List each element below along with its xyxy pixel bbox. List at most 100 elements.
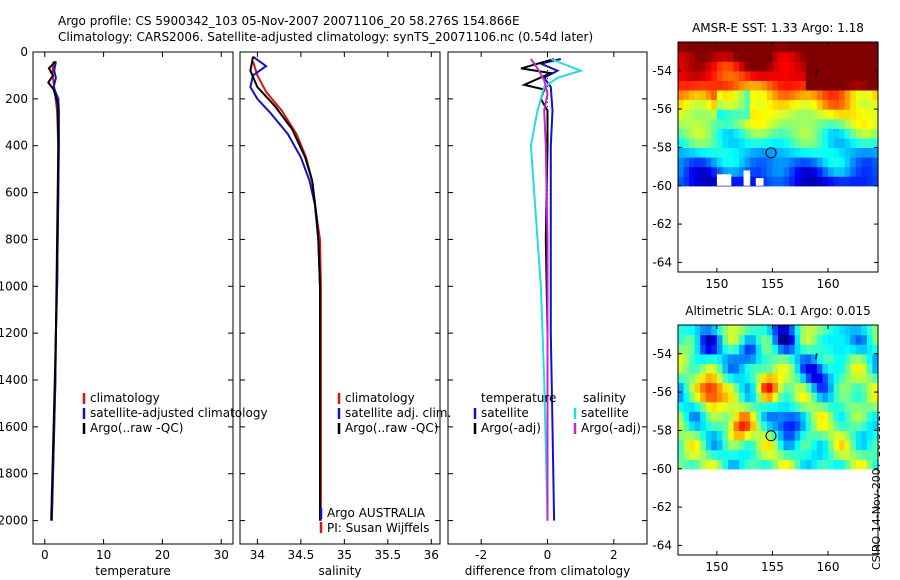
sst-map-cell bbox=[716, 157, 724, 168]
sla-map-cell bbox=[744, 382, 751, 393]
sst-map-cell bbox=[705, 137, 712, 148]
sla-map-cell bbox=[728, 334, 735, 345]
sst-map-cell bbox=[789, 51, 796, 62]
sla-map-cell bbox=[733, 372, 740, 384]
sla-map-cell bbox=[733, 449, 740, 460]
sla-map-cell bbox=[722, 392, 729, 403]
sst-map-cell bbox=[850, 99, 857, 110]
sst-map-cell bbox=[794, 176, 801, 187]
sla-map-cell bbox=[739, 401, 746, 412]
sla-map-cell bbox=[711, 401, 718, 412]
sla-map-cell bbox=[755, 440, 762, 451]
sst-map-cell bbox=[783, 109, 790, 120]
no-data-notch bbox=[743, 170, 751, 186]
sst-map-cell bbox=[855, 147, 862, 158]
sla-map-cell bbox=[800, 325, 807, 336]
sst-map-cell bbox=[761, 176, 768, 187]
sst-map-cell bbox=[716, 80, 724, 91]
sst-map-cell bbox=[778, 176, 785, 187]
sst-map-cell bbox=[739, 99, 746, 110]
sst-map-cell bbox=[789, 157, 796, 168]
sst-map-cell bbox=[861, 51, 868, 62]
sst-map-cell bbox=[689, 166, 696, 177]
sla-map-cell bbox=[855, 382, 862, 393]
sla-map-cell bbox=[761, 344, 768, 355]
sst-map-cell bbox=[716, 99, 724, 110]
sla-map-cell bbox=[839, 372, 846, 384]
sst-map-cell bbox=[711, 89, 718, 101]
sla-map-cell bbox=[872, 440, 879, 451]
sla-map-cell bbox=[772, 392, 779, 403]
sst-map-cell bbox=[711, 157, 718, 168]
sla-map-cell bbox=[683, 382, 690, 393]
sla-map-cell bbox=[694, 411, 701, 422]
sla-map-cell bbox=[750, 411, 757, 422]
sst-map-cell bbox=[716, 89, 724, 101]
sla-map-cell bbox=[728, 430, 735, 441]
sst-map-cell bbox=[683, 166, 690, 177]
sla-map-cell bbox=[839, 334, 846, 345]
sla-map-cell bbox=[722, 353, 729, 364]
sla-map-cell bbox=[811, 420, 818, 431]
sla-map-xtick-label: 160 bbox=[817, 560, 840, 574]
salinity-legend-label: Argo(..raw -QC) bbox=[345, 421, 438, 435]
sla-map-cell bbox=[822, 420, 829, 431]
sla-map-cell bbox=[700, 325, 707, 336]
sla-map-cell bbox=[833, 449, 840, 460]
sla-map-cell bbox=[750, 325, 757, 336]
sla-map-cell bbox=[728, 363, 735, 374]
salinity-xtick-label: 35 bbox=[337, 548, 352, 562]
sst-map-cell bbox=[833, 118, 840, 129]
sla-map-cell bbox=[683, 334, 690, 345]
sla-map-cell bbox=[761, 334, 768, 345]
sst-map-cell bbox=[822, 109, 829, 120]
sla-map-cell bbox=[833, 344, 840, 355]
sst-map-cell bbox=[755, 70, 762, 81]
sst-map-cell bbox=[744, 42, 751, 53]
sst-map-cell bbox=[850, 51, 857, 62]
sst-map-cell bbox=[844, 51, 851, 62]
sst-map-cell bbox=[861, 80, 868, 91]
sst-map-cell bbox=[828, 157, 835, 168]
sla-map-cell bbox=[766, 401, 774, 412]
sst-map-cell bbox=[689, 137, 696, 148]
sla-map-cell bbox=[861, 382, 868, 393]
sla-map-cell bbox=[761, 420, 768, 431]
sst-map-cell bbox=[711, 166, 718, 177]
sla-map-cell bbox=[722, 411, 729, 422]
sla-map-cell bbox=[828, 392, 835, 403]
sst-map-cell bbox=[766, 89, 774, 101]
sla-map-cell bbox=[778, 401, 785, 412]
sst-map-cell bbox=[800, 99, 807, 110]
sla-map-cell bbox=[778, 372, 785, 384]
sla-map-cell bbox=[683, 372, 690, 384]
sla-map-heatmap-cells bbox=[678, 325, 879, 470]
sla-map-cell bbox=[744, 449, 751, 460]
sst-map-cell bbox=[772, 118, 779, 129]
sla-map-cell bbox=[850, 353, 857, 364]
sla-map-cell bbox=[722, 334, 729, 345]
sla-map-cell bbox=[844, 420, 851, 431]
sst-map-cell bbox=[833, 80, 840, 91]
sla-map-cell bbox=[789, 392, 796, 403]
sst-map-cell bbox=[750, 128, 757, 139]
sst-map-cell bbox=[833, 137, 840, 148]
sst-map-ytick-label: -62 bbox=[652, 217, 672, 231]
sst-map-cell bbox=[766, 109, 774, 120]
sla-map-cell bbox=[705, 430, 712, 441]
sla-map-cell bbox=[678, 325, 685, 336]
sst-map-cell bbox=[828, 89, 835, 101]
sla-map-cell bbox=[811, 382, 818, 393]
sla-map-cell bbox=[716, 325, 724, 336]
sla-map-cell bbox=[728, 459, 735, 470]
sst-map-cell bbox=[844, 109, 851, 120]
sst-map-cell bbox=[694, 42, 701, 53]
sla-map-cell bbox=[755, 459, 762, 470]
sla-map-cell bbox=[839, 392, 846, 403]
sst-map-cell bbox=[694, 166, 701, 177]
sst-map-cell bbox=[855, 80, 862, 91]
sst-map-cell bbox=[711, 137, 718, 148]
sla-map-cell bbox=[789, 401, 796, 412]
sla-map-cell bbox=[816, 440, 824, 451]
sla-map-cell bbox=[694, 401, 701, 412]
